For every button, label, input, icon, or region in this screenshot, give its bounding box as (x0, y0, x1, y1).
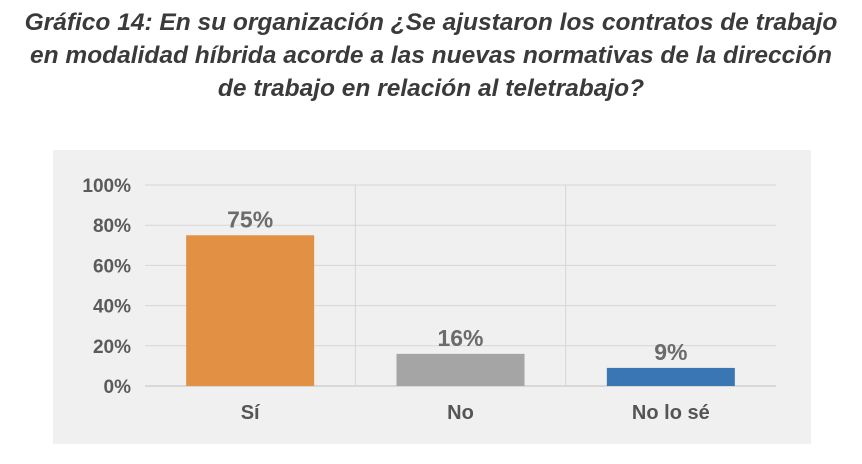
y-tick-label: 0% (104, 377, 132, 398)
data-label-0: 75% (227, 206, 273, 232)
x-axis-categories: Sí No No lo sé (241, 402, 710, 424)
y-axis-ticks: 0% 20% 40% 60% 80% 100% (82, 176, 131, 398)
data-labels: 75% 16% 9% (227, 206, 687, 365)
category-label-0: Sí (241, 402, 261, 424)
data-label-2: 9% (654, 339, 687, 365)
y-tick-label: 100% (82, 176, 131, 197)
y-tick-label: 60% (93, 256, 131, 277)
chart-title-line-2: en modalidad híbrida acorde a las nuevas… (30, 42, 832, 69)
bars (186, 235, 735, 386)
chart-panel (53, 150, 811, 444)
bar-0 (186, 235, 315, 386)
bar-1 (396, 353, 525, 386)
chart-title-line-1: Gráfico 14: En su organización ¿Se ajust… (24, 9, 838, 36)
chart-title: Gráfico 14: En su organización ¿Se ajust… (0, 6, 862, 105)
y-tick-label: 80% (93, 216, 131, 237)
y-tick-label: 40% (93, 297, 131, 318)
chart-title-line-3: de trabajo en relación al teletrabajo? (217, 75, 645, 102)
data-label-1: 16% (437, 325, 483, 351)
category-label-1: No (447, 402, 474, 424)
bar-2 (606, 367, 735, 386)
y-tick-label: 20% (93, 337, 131, 358)
category-label-2: No lo sé (632, 402, 710, 424)
